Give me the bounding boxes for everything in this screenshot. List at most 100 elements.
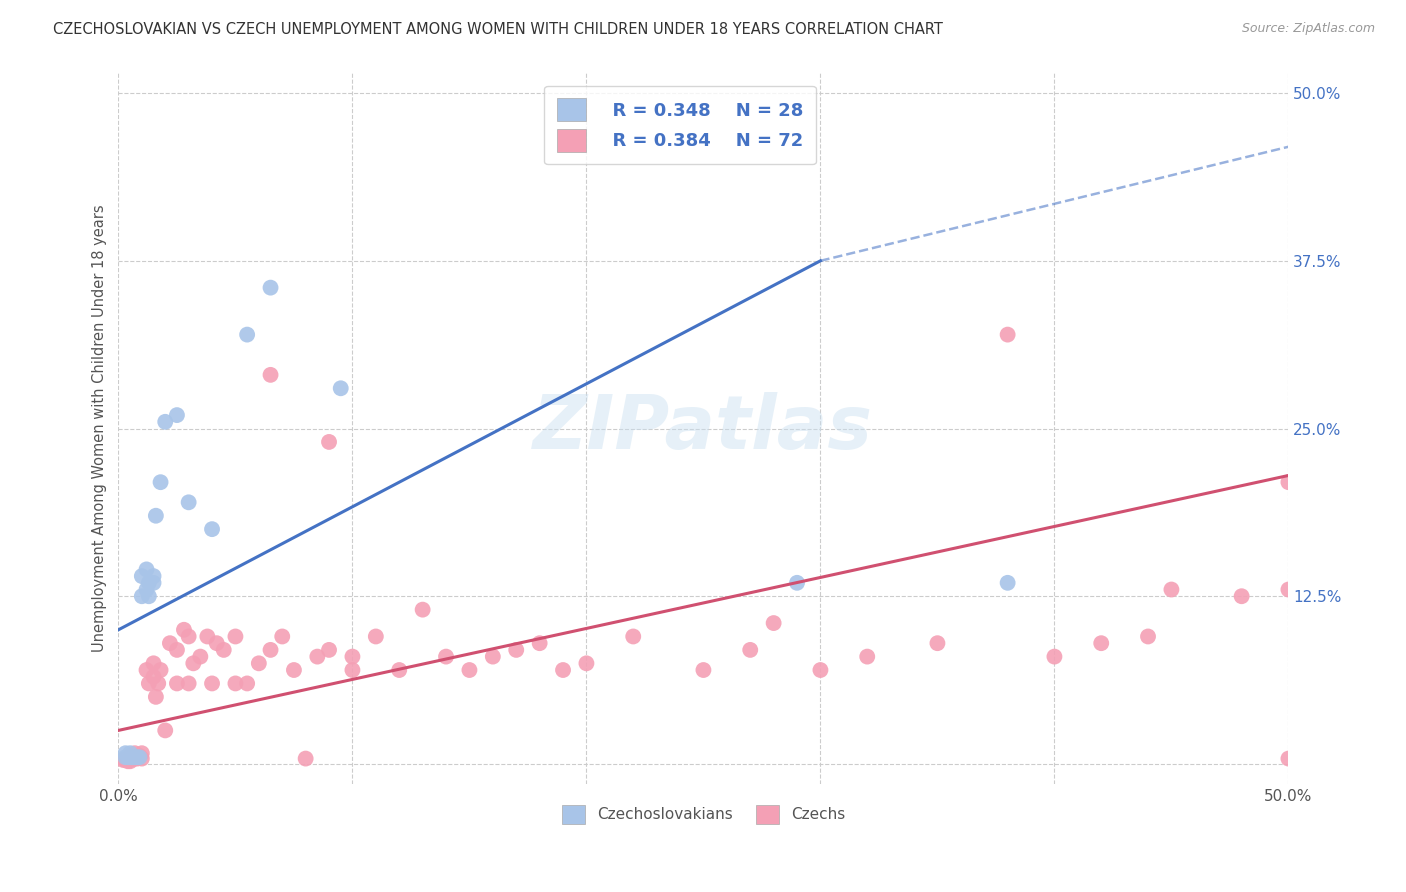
Point	[120, 754, 142, 768]
Point	[318, 434, 340, 449]
Point	[997, 575, 1019, 590]
Point	[120, 750, 142, 764]
Point	[224, 676, 246, 690]
Point	[342, 663, 364, 677]
Point	[529, 636, 551, 650]
Point	[131, 746, 153, 760]
Point	[195, 630, 218, 644]
Point	[142, 670, 165, 684]
Point	[1277, 751, 1299, 765]
Point	[128, 748, 150, 763]
Text: Source: ZipAtlas.com: Source: ZipAtlas.com	[1241, 22, 1375, 36]
Point	[135, 562, 157, 576]
Point	[740, 643, 762, 657]
Point	[131, 569, 153, 583]
Point	[364, 630, 387, 644]
Point	[127, 750, 149, 764]
Point	[159, 636, 181, 650]
Point	[177, 630, 200, 644]
Point	[124, 746, 146, 760]
Point	[283, 663, 305, 677]
Point	[1137, 630, 1160, 644]
Point	[505, 643, 527, 657]
Point	[201, 522, 224, 536]
Point	[131, 589, 153, 603]
Text: ZIPatlas: ZIPatlas	[533, 392, 873, 465]
Text: CZECHOSLOVAKIAN VS CZECH UNEMPLOYMENT AMONG WOMEN WITH CHILDREN UNDER 18 YEARS C: CZECHOSLOVAKIAN VS CZECH UNEMPLOYMENT AM…	[53, 22, 943, 37]
Point	[621, 630, 644, 644]
Point	[142, 575, 165, 590]
Point	[224, 630, 246, 644]
Point	[131, 751, 153, 765]
Point	[329, 381, 352, 395]
Point	[155, 723, 177, 738]
Y-axis label: Unemployment Among Women with Children Under 18 years: Unemployment Among Women with Children U…	[93, 204, 107, 652]
Point	[120, 746, 142, 760]
Point	[458, 663, 481, 677]
Point	[1090, 636, 1112, 650]
Point	[388, 663, 411, 677]
Point	[145, 690, 167, 704]
Point	[307, 649, 329, 664]
Point	[138, 676, 160, 690]
Point	[145, 508, 167, 523]
Point	[117, 754, 139, 768]
Point	[342, 649, 364, 664]
Point	[1160, 582, 1182, 597]
Point	[247, 657, 270, 671]
Point	[148, 676, 170, 690]
Point	[434, 649, 457, 664]
Point	[114, 750, 136, 764]
Point	[575, 657, 598, 671]
Point	[128, 750, 150, 764]
Point	[177, 495, 200, 509]
Point	[124, 750, 146, 764]
Point	[149, 663, 172, 677]
Point	[271, 630, 294, 644]
Point	[142, 569, 165, 583]
Point	[786, 575, 808, 590]
Point	[692, 663, 714, 677]
Point	[149, 475, 172, 490]
Point	[135, 663, 157, 677]
Point	[551, 663, 574, 677]
Point	[201, 676, 224, 690]
Point	[482, 649, 505, 664]
Point	[188, 649, 211, 664]
Point	[138, 589, 160, 603]
Point	[1277, 475, 1299, 490]
Point	[114, 753, 136, 767]
Point	[1277, 582, 1299, 597]
Point	[236, 327, 259, 342]
Point	[412, 602, 434, 616]
Point	[259, 643, 281, 657]
Point	[166, 643, 188, 657]
Point	[177, 676, 200, 690]
Legend: Czechoslovakians, Czechs: Czechoslovakians, Czechs	[555, 799, 851, 830]
Point	[181, 657, 204, 671]
Point	[114, 746, 136, 760]
Point	[124, 751, 146, 765]
Point	[205, 636, 228, 650]
Point	[236, 676, 259, 690]
Point	[173, 623, 195, 637]
Point	[259, 368, 281, 382]
Point	[1043, 649, 1066, 664]
Point	[142, 657, 165, 671]
Point	[120, 748, 142, 763]
Point	[135, 582, 157, 597]
Point	[127, 751, 149, 765]
Point	[138, 575, 160, 590]
Point	[318, 643, 340, 657]
Point	[112, 753, 135, 767]
Point	[1230, 589, 1253, 603]
Point	[166, 408, 188, 422]
Point	[856, 649, 879, 664]
Point	[155, 415, 177, 429]
Point	[762, 616, 785, 631]
Point	[212, 643, 235, 657]
Point	[997, 327, 1019, 342]
Point	[294, 751, 316, 765]
Point	[121, 751, 143, 765]
Point	[117, 750, 139, 764]
